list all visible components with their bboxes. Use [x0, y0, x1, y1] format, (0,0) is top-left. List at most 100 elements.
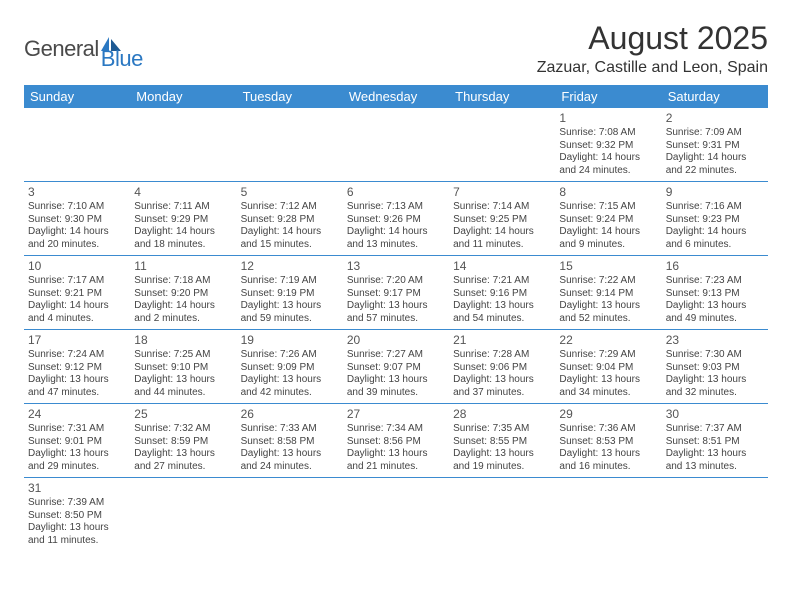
sunset-text: Sunset: 8:51 PM — [666, 436, 764, 449]
weekday-header-row: Sunday Monday Tuesday Wednesday Thursday… — [24, 85, 768, 108]
sunset-text: Sunset: 9:14 PM — [559, 288, 657, 301]
logo-text-general: General — [24, 36, 99, 62]
daylight-text: Daylight: 13 hours — [347, 300, 445, 313]
daylight-text: Daylight: 13 hours — [453, 448, 551, 461]
day-cell: 1Sunrise: 7:08 AMSunset: 9:32 PMDaylight… — [555, 108, 661, 182]
month-title: August 2025 — [537, 20, 768, 57]
sunrise-text: Sunrise: 7:35 AM — [453, 423, 551, 436]
day-number: 12 — [241, 259, 339, 274]
sunrise-text: Sunrise: 7:32 AM — [134, 423, 232, 436]
day-cell — [343, 108, 449, 182]
day-cell: 21Sunrise: 7:28 AMSunset: 9:06 PMDayligh… — [449, 330, 555, 404]
sunset-text: Sunset: 9:25 PM — [453, 214, 551, 227]
day-number: 23 — [666, 333, 764, 348]
daylight-text: and 6 minutes. — [666, 239, 764, 252]
day-number: 18 — [134, 333, 232, 348]
daylight-text: and 2 minutes. — [134, 313, 232, 326]
day-number: 29 — [559, 407, 657, 422]
day-number: 31 — [28, 481, 126, 496]
weekday-header: Friday — [555, 85, 661, 108]
logo-text-blue: Blue — [101, 46, 143, 72]
daylight-text: Daylight: 13 hours — [666, 300, 764, 313]
sunrise-text: Sunrise: 7:11 AM — [134, 201, 232, 214]
sunset-text: Sunset: 9:28 PM — [241, 214, 339, 227]
daylight-text: and 49 minutes. — [666, 313, 764, 326]
day-cell — [130, 108, 236, 182]
daylight-text: and 24 minutes. — [241, 461, 339, 474]
day-cell: 22Sunrise: 7:29 AMSunset: 9:04 PMDayligh… — [555, 330, 661, 404]
day-cell: 4Sunrise: 7:11 AMSunset: 9:29 PMDaylight… — [130, 182, 236, 256]
daylight-text: Daylight: 13 hours — [559, 300, 657, 313]
sunset-text: Sunset: 8:59 PM — [134, 436, 232, 449]
daylight-text: Daylight: 13 hours — [28, 374, 126, 387]
day-number: 22 — [559, 333, 657, 348]
sunset-text: Sunset: 9:12 PM — [28, 362, 126, 375]
daylight-text: Daylight: 14 hours — [666, 226, 764, 239]
daylight-text: and 34 minutes. — [559, 387, 657, 400]
day-cell — [449, 108, 555, 182]
day-number: 1 — [559, 111, 657, 126]
sunset-text: Sunset: 9:24 PM — [559, 214, 657, 227]
sunset-text: Sunset: 9:23 PM — [666, 214, 764, 227]
daylight-text: Daylight: 13 hours — [28, 448, 126, 461]
sunset-text: Sunset: 9:20 PM — [134, 288, 232, 301]
daylight-text: Daylight: 14 hours — [666, 152, 764, 165]
daylight-text: and 16 minutes. — [559, 461, 657, 474]
sunrise-text: Sunrise: 7:39 AM — [28, 497, 126, 510]
daylight-text: Daylight: 13 hours — [666, 448, 764, 461]
title-block: August 2025 Zazuar, Castille and Leon, S… — [537, 20, 768, 77]
daylight-text: and 11 minutes. — [28, 535, 126, 548]
sunrise-text: Sunrise: 7:33 AM — [241, 423, 339, 436]
week-row: 1Sunrise: 7:08 AMSunset: 9:32 PMDaylight… — [24, 108, 768, 182]
daylight-text: and 52 minutes. — [559, 313, 657, 326]
daylight-text: Daylight: 14 hours — [241, 226, 339, 239]
weekday-header: Sunday — [24, 85, 130, 108]
day-number: 7 — [453, 185, 551, 200]
daylight-text: and 19 minutes. — [453, 461, 551, 474]
sunset-text: Sunset: 8:55 PM — [453, 436, 551, 449]
daylight-text: and 18 minutes. — [134, 239, 232, 252]
day-cell: 29Sunrise: 7:36 AMSunset: 8:53 PMDayligh… — [555, 404, 661, 478]
daylight-text: and 4 minutes. — [28, 313, 126, 326]
sunrise-text: Sunrise: 7:26 AM — [241, 349, 339, 362]
day-cell — [237, 108, 343, 182]
daylight-text: and 21 minutes. — [347, 461, 445, 474]
sunset-text: Sunset: 9:19 PM — [241, 288, 339, 301]
sunrise-text: Sunrise: 7:27 AM — [347, 349, 445, 362]
day-cell: 16Sunrise: 7:23 AMSunset: 9:13 PMDayligh… — [662, 256, 768, 330]
week-row: 10Sunrise: 7:17 AMSunset: 9:21 PMDayligh… — [24, 256, 768, 330]
daylight-text: Daylight: 13 hours — [241, 448, 339, 461]
daylight-text: and 37 minutes. — [453, 387, 551, 400]
sunrise-text: Sunrise: 7:37 AM — [666, 423, 764, 436]
daylight-text: Daylight: 13 hours — [241, 374, 339, 387]
daylight-text: and 32 minutes. — [666, 387, 764, 400]
daylight-text: Daylight: 13 hours — [453, 300, 551, 313]
sunset-text: Sunset: 9:30 PM — [28, 214, 126, 227]
week-row: 31Sunrise: 7:39 AMSunset: 8:50 PMDayligh… — [24, 478, 768, 552]
daylight-text: and 24 minutes. — [559, 165, 657, 178]
sunset-text: Sunset: 8:56 PM — [347, 436, 445, 449]
day-number: 6 — [347, 185, 445, 200]
daylight-text: Daylight: 14 hours — [134, 300, 232, 313]
sunset-text: Sunset: 9:04 PM — [559, 362, 657, 375]
daylight-text: and 11 minutes. — [453, 239, 551, 252]
day-cell: 3Sunrise: 7:10 AMSunset: 9:30 PMDaylight… — [24, 182, 130, 256]
day-cell: 23Sunrise: 7:30 AMSunset: 9:03 PMDayligh… — [662, 330, 768, 404]
logo: General Blue — [24, 26, 143, 72]
header: General Blue August 2025 Zazuar, Castill… — [24, 20, 768, 77]
sunrise-text: Sunrise: 7:20 AM — [347, 275, 445, 288]
sunrise-text: Sunrise: 7:15 AM — [559, 201, 657, 214]
sunrise-text: Sunrise: 7:09 AM — [666, 127, 764, 140]
daylight-text: and 13 minutes. — [666, 461, 764, 474]
day-cell — [237, 478, 343, 552]
day-number: 20 — [347, 333, 445, 348]
daylight-text: Daylight: 13 hours — [28, 522, 126, 535]
daylight-text: and 42 minutes. — [241, 387, 339, 400]
day-cell: 2Sunrise: 7:09 AMSunset: 9:31 PMDaylight… — [662, 108, 768, 182]
day-number: 9 — [666, 185, 764, 200]
day-cell: 8Sunrise: 7:15 AMSunset: 9:24 PMDaylight… — [555, 182, 661, 256]
daylight-text: and 13 minutes. — [347, 239, 445, 252]
day-cell — [343, 478, 449, 552]
calendar-table: Sunday Monday Tuesday Wednesday Thursday… — [24, 85, 768, 551]
day-number: 5 — [241, 185, 339, 200]
